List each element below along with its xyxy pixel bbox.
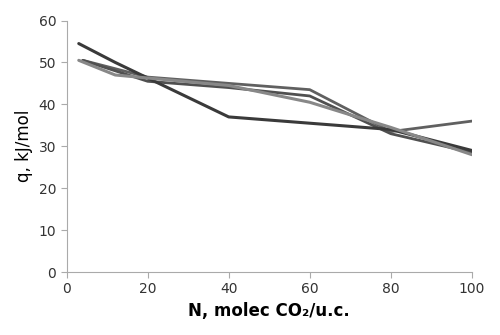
Y-axis label: q, kJ/mol: q, kJ/mol	[15, 110, 33, 183]
X-axis label: N, molec CO₂/u.c.: N, molec CO₂/u.c.	[188, 302, 350, 320]
